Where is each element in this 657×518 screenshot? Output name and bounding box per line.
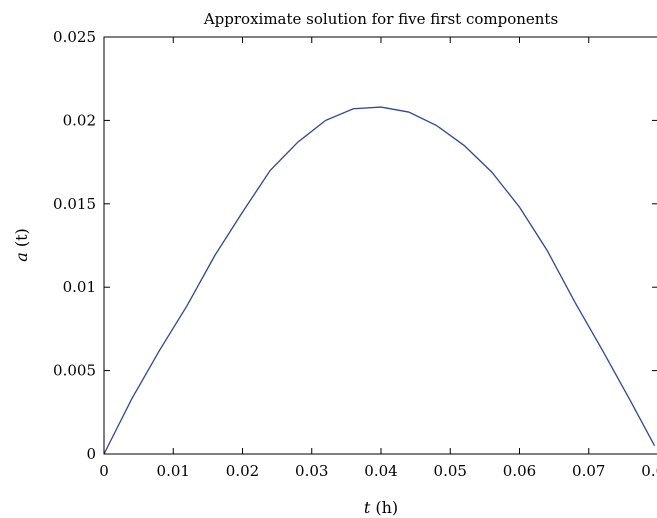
y-axis-label: a (t) — [12, 228, 31, 262]
x-axis-label-unit: (h) — [375, 498, 398, 517]
y-tick-label: 0.02 — [63, 111, 96, 129]
x-tick-label: 0 — [99, 462, 109, 480]
x-tick-label: 0.06 — [503, 462, 536, 480]
x-tick-label: 0.05 — [434, 462, 467, 480]
x-tick-label: 0.01 — [157, 462, 190, 480]
x-tick-label: 0.02 — [226, 462, 259, 480]
tick-labels: 0 0.01 0.02 0.03 0.04 0.05 0.06 0.07 0.08 0 0.005 0… — [53, 28, 657, 480]
x-tick-label: 0.08 — [641, 462, 657, 480]
x-tick-label: 0.03 — [295, 462, 328, 480]
plot-area — [104, 37, 657, 454]
plot-frame — [103, 36, 657, 455]
y-axis-label-arg: (t) — [12, 228, 31, 247]
chart-title: Approximate solution for five first comp… — [203, 10, 558, 28]
x-axis-label-var: t — [364, 498, 371, 517]
series-line — [103, 106, 656, 455]
y-axis-label-var: a — [12, 252, 31, 262]
y-tick-label: 0 — [86, 445, 96, 463]
y-tick-label: 0.005 — [53, 362, 96, 380]
y-tick-label: 0.025 — [53, 28, 96, 46]
y-tick-label: 0.01 — [63, 278, 96, 296]
x-tick-label: 0.07 — [572, 462, 605, 480]
y-tick-label: 0.015 — [53, 195, 96, 213]
x-tick-label: 0.04 — [364, 462, 397, 480]
x-axis-label: t (h) — [364, 498, 398, 517]
